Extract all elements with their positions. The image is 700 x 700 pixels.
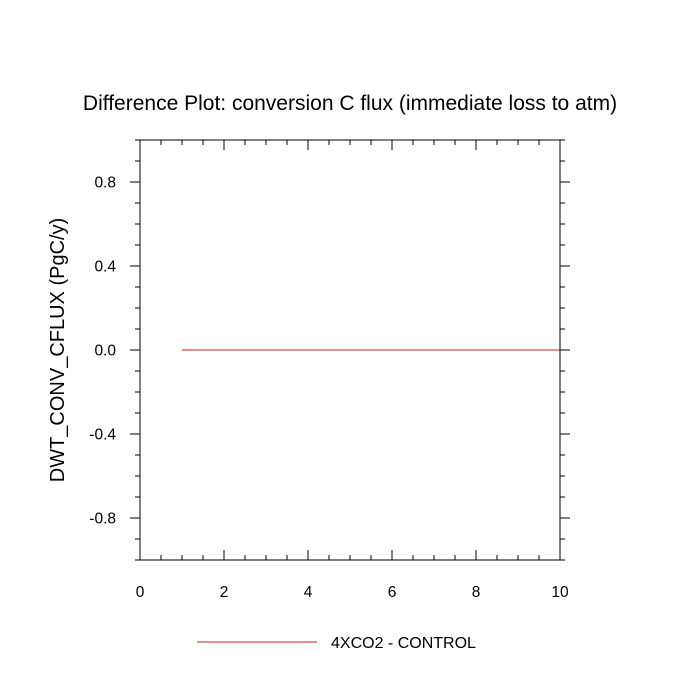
y-tick-label: 0.8 [94, 175, 116, 192]
x-tick-label: 4 [304, 584, 313, 601]
legend-label: 4XCO2 - CONTROL [331, 635, 476, 652]
y-axis-label: DWT_CONV_CFLUX (PgC/y) [47, 218, 69, 482]
y-tick-label: 0.4 [94, 259, 116, 276]
chart-title: Difference Plot: conversion C flux (imme… [83, 92, 617, 115]
x-tick-label: 6 [388, 584, 397, 601]
y-tick-label: -0.4 [89, 427, 116, 444]
x-tick-label: 0 [136, 584, 145, 601]
x-tick-label: 10 [551, 584, 569, 601]
plot-frame [139, 139, 561, 561]
x-tick-label: 8 [472, 584, 481, 601]
y-tick-label: 0.0 [94, 343, 116, 360]
tick-labels: 0 2 4 6 8 10 -0.8 -0.4 0.0 0.4 0.8 [89, 175, 569, 602]
y-tick-label: -0.8 [89, 511, 116, 528]
x-tick-label: 2 [220, 584, 229, 601]
legend: 4XCO2 - CONTROL [197, 635, 476, 652]
